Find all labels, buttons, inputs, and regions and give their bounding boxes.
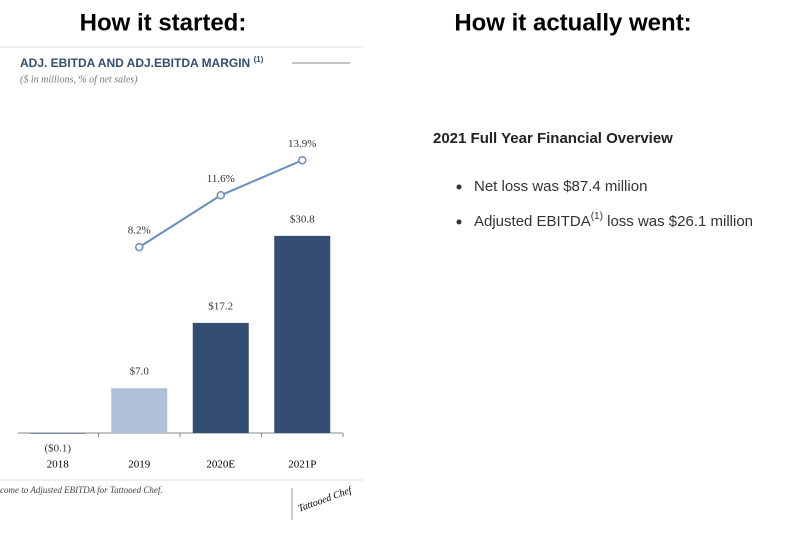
- right-heading: How it actually went:: [454, 9, 691, 36]
- bullet-text: Adjusted EBITDA(1) loss was $26.1 millio…: [474, 211, 753, 230]
- bullet: [456, 184, 462, 190]
- data-label: 13.9%: [288, 138, 316, 150]
- line-point: [298, 155, 307, 165]
- data-label: $7.0: [130, 366, 150, 378]
- bullet: [456, 219, 462, 225]
- left-heading: How it started:: [80, 9, 247, 36]
- logo: Tattooed Chef: [297, 485, 355, 515]
- chart-title: ADJ. EBITDA AND ADJ.EBITDA MARGIN (1): [20, 55, 264, 70]
- bullet-text: Net loss was $87.4 million: [474, 178, 647, 195]
- x-tick-label: 2018: [47, 459, 70, 471]
- bar: [29, 433, 86, 434]
- x-tick-label: 2020E: [206, 459, 235, 471]
- line-point: [216, 191, 225, 200]
- data-label: ($0.1): [44, 443, 71, 455]
- bar: [111, 388, 168, 433]
- bar: [274, 235, 331, 433]
- data-label: 8.2%: [128, 225, 151, 237]
- line-point: [135, 242, 144, 252]
- footnote: come to Adjusted EBITDA for Tattooed Che…: [0, 485, 163, 495]
- chart-subtitle: ($ in millions, % of net sales): [20, 74, 138, 85]
- x-tick-label: 2021P: [288, 459, 316, 471]
- overview-title: 2021 Full Year Financial Overview: [433, 130, 673, 147]
- data-label: 11.6%: [207, 173, 235, 185]
- x-tick-label: 2019: [128, 459, 151, 471]
- data-label: $30.8: [290, 213, 315, 225]
- data-label: $17.2: [208, 300, 233, 312]
- bar: [192, 322, 249, 433]
